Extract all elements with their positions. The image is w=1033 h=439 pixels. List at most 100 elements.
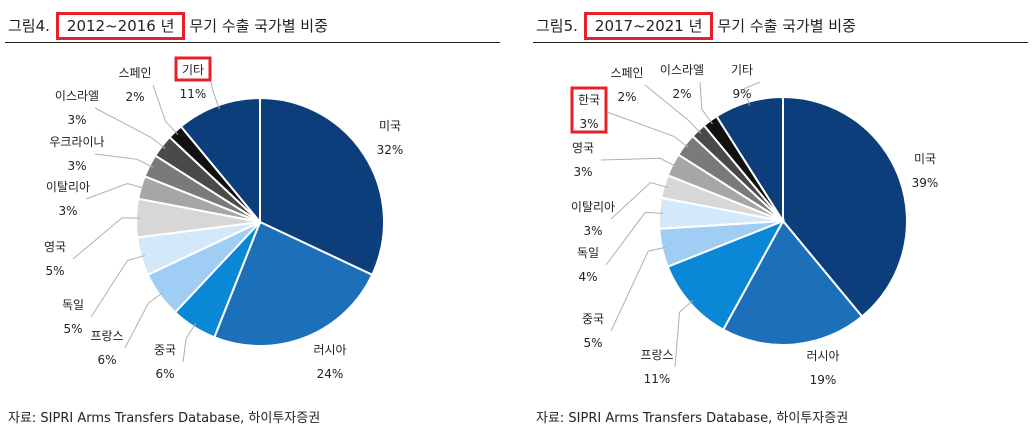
slice-label-name: 기타 — [182, 63, 204, 77]
slice-label-value: 2% — [617, 90, 636, 104]
slice-label-영국-6: 영국 3% — [572, 141, 594, 179]
slice-label-name: 독일 — [577, 246, 599, 260]
slice-label-name: 프랑스 — [90, 329, 123, 343]
slice-label-미국-0: 미국 32% — [377, 119, 404, 157]
slice-label-value: 4% — [578, 270, 597, 284]
leader-line-독일-4 — [605, 211, 664, 266]
slice-label-value: 32% — [377, 143, 404, 157]
chart-title: 그림5. 2017~2021 년 무기 수출 국가별 비중 — [533, 10, 1028, 40]
chart-panel-2017-2021: 그림5. 2017~2021 년 무기 수출 국가별 비중 미국 39% 러시아 19% 프… — [533, 0, 1033, 439]
slice-label-value: 3% — [67, 113, 86, 127]
leader-line-중국-3 — [610, 246, 667, 332]
slice-label-value: 2% — [125, 90, 144, 104]
title-divider — [5, 42, 500, 43]
slice-label-value: 5% — [63, 322, 82, 336]
highlight-box — [174, 56, 212, 82]
figure-number: 그림5. — [536, 16, 578, 35]
slice-label-이스라엘-8: 이스라엘 3% — [55, 89, 99, 127]
slice-label-영국-5: 영국 5% — [44, 240, 66, 278]
slice-label-name: 스페인 — [610, 66, 643, 80]
slice-label-name: 이스라엘 — [660, 63, 704, 77]
slice-label-name: 한국 — [578, 93, 600, 107]
slice-label-name: 러시아 — [313, 343, 346, 357]
slice-label-name: 미국 — [379, 119, 401, 133]
slice-label-기타-10: 기타 9% — [731, 63, 753, 101]
slice-label-name: 러시아 — [806, 349, 839, 363]
highlight-box — [570, 86, 608, 134]
slice-label-value: 9% — [732, 87, 751, 101]
pie-slice-러시아-1 — [721, 219, 864, 346]
slice-label-name: 이스라엘 — [55, 89, 99, 103]
leader-line-스페인-8 — [644, 84, 702, 134]
slice-label-독일-4: 독일 5% — [62, 298, 84, 336]
source-note: 자료: SIPRI Arms Transfers Database, 하이투자증… — [8, 411, 321, 426]
leader-line-이스라엘-9 — [699, 81, 713, 125]
slice-label-value: 6% — [97, 353, 116, 367]
slice-label-이스라엘-9: 이스라엘 2% — [660, 63, 704, 101]
slice-label-name: 영국 — [44, 240, 66, 254]
source-note: 자료: SIPRI Arms Transfers Database, 하이투자증… — [536, 411, 849, 426]
leader-line-영국-6 — [600, 157, 677, 167]
pie-chart: 미국 39% 러시아 19% 프랑스 11% 중국 5% 독일 4% 이탈리아 3% 영국 3% 한국 3% 스… — [570, 63, 939, 387]
title-period-highlight: 2012~2016 년 — [55, 11, 186, 40]
slice-label-value: 3% — [58, 204, 77, 218]
chart-panel-2012-2016: 그림4. 2012~2016 년 무기 수출 국가별 비중 미국 32% 러시아 24% 중… — [5, 0, 505, 439]
slice-label-name: 이탈리아 — [571, 200, 615, 214]
slice-label-value: 3% — [573, 165, 592, 179]
pie-slice-미국-0 — [259, 96, 385, 277]
slice-label-name: 중국 — [582, 312, 604, 326]
slice-label-value: 3% — [583, 224, 602, 238]
slice-label-name: 스페인 — [118, 66, 151, 80]
slice-label-프랑스-2: 프랑스 11% — [640, 348, 673, 386]
slice-label-한국-7: 한국 3% — [570, 86, 608, 134]
leader-line-영국-5 — [72, 217, 141, 260]
leader-line-독일-4 — [90, 255, 145, 318]
pie-slice-미국-0 — [782, 95, 908, 318]
slice-label-스페인-8: 스페인 2% — [610, 66, 643, 104]
slice-label-독일-4: 독일 4% — [577, 246, 599, 284]
slice-label-name: 프랑스 — [640, 348, 673, 362]
slice-label-value: 3% — [579, 117, 598, 131]
slice-label-프랑스-3: 프랑스 6% — [90, 329, 123, 367]
slice-label-name: 기타 — [731, 63, 753, 77]
slice-label-이탈리아-5: 이탈리아 3% — [571, 200, 615, 238]
slice-label-기타-10: 기타 11% — [174, 56, 212, 101]
slice-label-value: 24% — [317, 367, 344, 381]
leader-line-기타-10 — [210, 81, 220, 110]
slice-label-value: 6% — [155, 367, 174, 381]
leader-line-스페인-9 — [152, 84, 179, 135]
leader-line-우크라이나-7 — [94, 153, 154, 168]
slice-label-name: 영국 — [572, 141, 594, 155]
slice-label-value: 3% — [67, 159, 86, 173]
title-text: 무기 수출 국가별 비중 — [717, 16, 856, 35]
slice-label-value: 11% — [180, 87, 207, 101]
leader-line-중국-2 — [182, 323, 197, 363]
slice-label-name: 이탈리아 — [46, 180, 90, 194]
slice-label-value: 39% — [912, 176, 939, 190]
title-divider — [533, 42, 1028, 43]
slice-label-우크라이나-7: 우크라이나 3% — [49, 135, 104, 173]
leader-line-기타-10 — [743, 81, 761, 106]
figure-number: 그림4. — [8, 16, 50, 35]
slice-label-value: 19% — [810, 373, 837, 387]
slice-label-name: 중국 — [154, 343, 176, 357]
leader-line-이탈리아-5 — [610, 181, 668, 220]
slice-label-name: 독일 — [62, 298, 84, 312]
pie-chart: 미국 32% 러시아 24% 중국 6% 프랑스 6% 독일 5% 영국 5% 이탈리아 3% 우크라이나 3… — [44, 56, 404, 381]
slice-label-이탈리아-6: 이탈리아 3% — [46, 180, 90, 218]
leader-line-한국-7 — [606, 111, 689, 148]
slice-label-value: 5% — [45, 264, 64, 278]
slice-label-value: 2% — [672, 87, 691, 101]
leader-line-프랑스-2 — [674, 300, 694, 368]
slice-label-스페인-9: 스페인 2% — [118, 66, 151, 104]
title-period-highlight: 2017~2021 년 — [583, 11, 714, 40]
leader-line-이탈리아-6 — [85, 182, 145, 200]
slice-label-러시아-1: 러시아 19% — [806, 349, 839, 387]
slice-label-value: 11% — [644, 372, 671, 386]
slice-label-value: 5% — [583, 336, 602, 350]
leader-line-이스라엘-8 — [94, 107, 166, 149]
slice-label-name: 미국 — [914, 152, 936, 166]
slice-label-중국-3: 중국 5% — [582, 312, 604, 350]
title-text: 무기 수출 국가별 비중 — [189, 16, 328, 35]
pie-slice-러시아-1 — [213, 220, 374, 347]
